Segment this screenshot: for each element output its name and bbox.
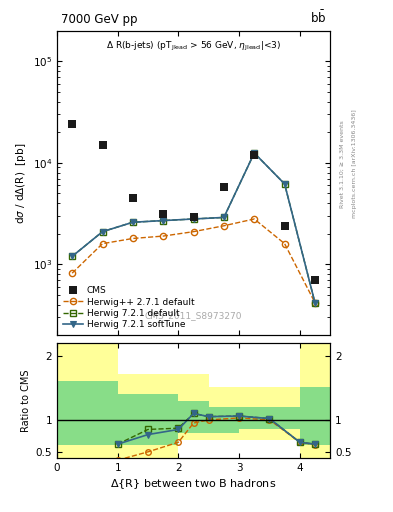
Y-axis label: d$\sigma$ / d$\Delta$(R)  [pb]: d$\sigma$ / d$\Delta$(R) [pb]	[15, 142, 28, 224]
Text: b$\bar{\rm b}$: b$\bar{\rm b}$	[310, 9, 326, 26]
Herwig 7.2.1 softTune	[100, 228, 105, 234]
X-axis label: $\Delta${R} between two B hadrons: $\Delta${R} between two B hadrons	[110, 477, 277, 491]
CMS	[312, 277, 317, 283]
CMS	[191, 215, 196, 221]
Herwig++ 2.7.1 default	[100, 241, 105, 247]
Line: CMS: CMS	[68, 120, 319, 284]
Text: mcplots.cern.ch [arXiv:1306.3436]: mcplots.cern.ch [arXiv:1306.3436]	[352, 110, 357, 218]
Herwig++ 2.7.1 default	[130, 236, 135, 242]
Herwig 7.2.1 softTune	[161, 218, 165, 224]
Legend: CMS, Herwig++ 2.7.1 default, Herwig 7.2.1 default, Herwig 7.2.1 softTune: CMS, Herwig++ 2.7.1 default, Herwig 7.2.…	[61, 285, 196, 331]
CMS	[222, 184, 226, 190]
Herwig 7.2.1 default	[222, 215, 226, 221]
Herwig++ 2.7.1 default	[191, 228, 196, 234]
CMS	[161, 211, 165, 218]
Herwig 7.2.1 softTune	[191, 216, 196, 222]
Herwig 7.2.1 default	[70, 253, 75, 260]
CMS	[252, 152, 257, 158]
Herwig++ 2.7.1 default	[282, 241, 287, 247]
Herwig 7.2.1 default	[191, 216, 196, 222]
Herwig++ 2.7.1 default	[222, 223, 226, 229]
Herwig 7.2.1 default	[130, 219, 135, 225]
Herwig 7.2.1 softTune	[70, 253, 75, 260]
Herwig++ 2.7.1 default	[252, 216, 257, 222]
Herwig++ 2.7.1 default	[312, 300, 317, 306]
Herwig 7.2.1 softTune	[130, 219, 135, 225]
Text: 7000 GeV pp: 7000 GeV pp	[61, 13, 138, 26]
Herwig 7.2.1 default	[161, 218, 165, 224]
Herwig 7.2.1 softTune	[282, 181, 287, 187]
Herwig 7.2.1 default	[312, 300, 317, 306]
CMS	[70, 121, 75, 127]
CMS	[282, 223, 287, 229]
Herwig 7.2.1 softTune	[252, 150, 257, 156]
Line: Herwig 7.2.1 softTune: Herwig 7.2.1 softTune	[69, 150, 318, 306]
Herwig++ 2.7.1 default	[70, 270, 75, 276]
Text: Rivet 3.1.10; ≥ 3.3M events: Rivet 3.1.10; ≥ 3.3M events	[340, 120, 345, 208]
Herwig 7.2.1 softTune	[222, 215, 226, 221]
CMS	[130, 195, 135, 201]
Herwig++ 2.7.1 default	[161, 233, 165, 239]
Text: $\Delta$ R(b-jets) (pT$_{\rm Jlead}$ > 56 GeV, $\eta_{\rm Jlead}$|<3): $\Delta$ R(b-jets) (pT$_{\rm Jlead}$ > 5…	[106, 40, 281, 53]
Y-axis label: Ratio to CMS: Ratio to CMS	[22, 369, 31, 432]
CMS	[100, 142, 105, 148]
Herwig 7.2.1 default	[282, 181, 287, 187]
Herwig 7.2.1 softTune	[312, 300, 317, 306]
Text: CMS_2011_S8973270: CMS_2011_S8973270	[145, 311, 242, 320]
Line: Herwig 7.2.1 default: Herwig 7.2.1 default	[69, 150, 318, 306]
Herwig 7.2.1 default	[252, 150, 257, 156]
Herwig 7.2.1 default	[100, 228, 105, 234]
Line: Herwig++ 2.7.1 default: Herwig++ 2.7.1 default	[69, 216, 318, 306]
